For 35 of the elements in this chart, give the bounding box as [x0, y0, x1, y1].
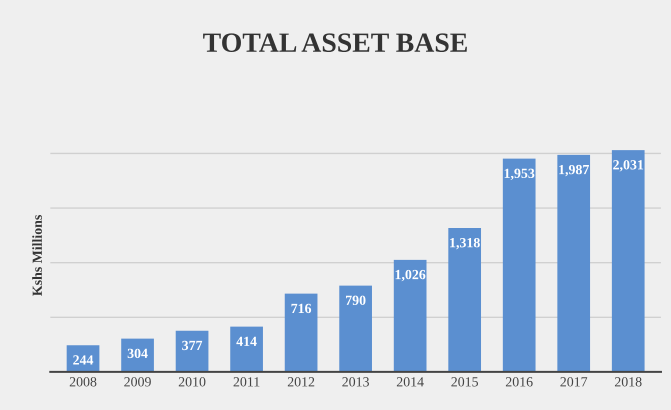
data-label: 716 [291, 304, 312, 314]
bar [66, 345, 100, 372]
data-label: 1,987 [559, 164, 589, 176]
data-label: 2,031 [613, 160, 644, 172]
y-axis-title: Kshs Millions [32, 215, 42, 296]
bar [339, 286, 372, 372]
bar [176, 330, 208, 372]
data-label: 414 [236, 336, 257, 346]
data-label: 244 [73, 355, 94, 364]
x-tick-label: 2013 [342, 377, 369, 387]
data-label: 790 [346, 296, 366, 305]
x-tick-label: 2018 [614, 377, 642, 387]
x-tick-label: 2011 [234, 377, 260, 387]
data-label: 377 [182, 340, 202, 350]
data-label: 1,318 [450, 238, 480, 250]
data-label: 1,953 [504, 168, 534, 180]
x-tick-label: 2009 [124, 377, 151, 387]
bar [230, 326, 263, 372]
x-tick-label: 2016 [506, 377, 533, 387]
x-tick-label: 2010 [178, 377, 206, 387]
data-label: 304 [128, 348, 148, 358]
bar [448, 228, 482, 372]
data-label: 1,026 [396, 270, 426, 282]
x-tick-label: 2014 [396, 377, 424, 387]
bar [612, 150, 645, 372]
x-tick-label: 2008 [70, 377, 96, 387]
x-tick-label: 2017 [560, 377, 588, 387]
bar [284, 294, 318, 372]
bar [502, 158, 536, 372]
x-tick-label: 2015 [451, 377, 478, 387]
bar [394, 260, 427, 372]
chart-title: TOTAL ASSET BASE [203, 33, 467, 52]
bar [557, 154, 590, 372]
x-tick-label: 2012 [288, 377, 314, 387]
bar [121, 338, 154, 372]
